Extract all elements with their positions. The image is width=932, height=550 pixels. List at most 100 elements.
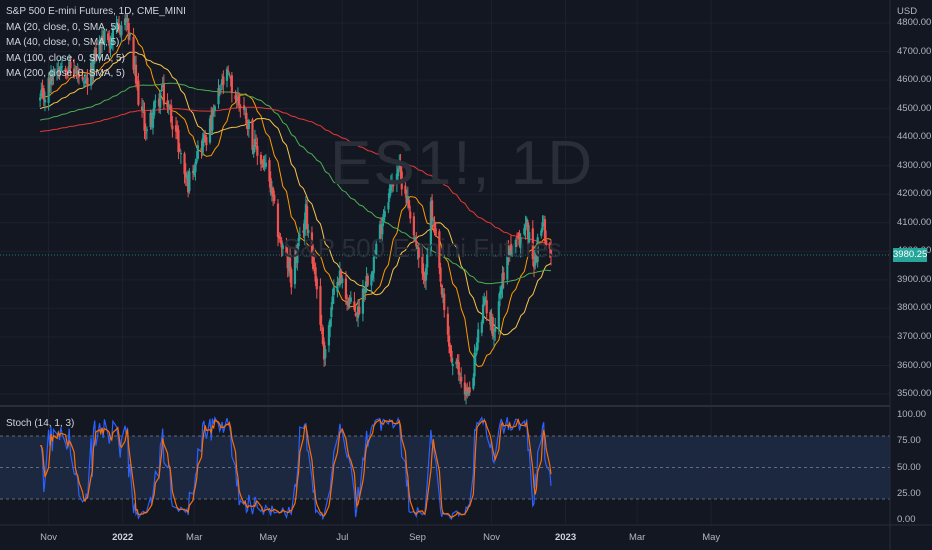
candle-body — [298, 234, 301, 236]
candle-body — [395, 173, 398, 183]
candle-body — [492, 335, 496, 338]
time-tick: Nov — [40, 532, 58, 543]
legend-ma40[interactable]: MA (40, close, 0, SMA, 5) — [6, 37, 120, 48]
candle-body — [170, 105, 173, 123]
candle-body — [524, 225, 527, 231]
candle-body — [235, 97, 238, 101]
candle-body — [336, 281, 339, 292]
candle-body — [212, 109, 215, 112]
candle-body — [160, 89, 163, 91]
candle-body — [280, 240, 283, 248]
candle-body — [366, 275, 369, 286]
candle-body — [140, 106, 144, 111]
candle-body — [415, 241, 418, 247]
candle-body — [276, 203, 280, 238]
candle-body — [519, 237, 522, 249]
candle-body — [406, 195, 409, 202]
candle-body — [310, 232, 314, 255]
time-tick: 2023 — [554, 532, 577, 543]
legend: S&P 500 E-mini Futures, 1D, CME_MINI MA … — [6, 4, 186, 82]
stoch-band — [0, 435, 890, 500]
candle-body — [463, 382, 466, 395]
candle-body — [92, 59, 95, 77]
candle-body — [76, 71, 79, 73]
candle-body — [543, 219, 547, 242]
candle-body — [314, 267, 317, 282]
candle-body — [321, 327, 324, 345]
stoch-tick: 25.00 — [897, 487, 921, 499]
candle-body — [475, 342, 479, 352]
candle-body — [412, 216, 415, 236]
legend-ma100[interactable]: MA (100, close, 0, SMA, 5) — [6, 52, 125, 64]
legend-title[interactable]: S&P 500 E-mini Futures, 1D, CME_MINI — [6, 6, 186, 17]
candle-body — [47, 77, 50, 103]
candle-body — [106, 33, 110, 40]
candle-body — [422, 271, 425, 277]
candle-body — [355, 313, 358, 316]
candle-body — [319, 286, 322, 325]
candle-body — [125, 17, 128, 23]
candle-body — [204, 135, 207, 141]
candle-body — [534, 250, 537, 266]
legend-ma20[interactable]: MA (20, close, 0, SMA, 5) — [6, 21, 120, 33]
price-tick: 4100.00 — [897, 216, 932, 228]
candle-body — [143, 111, 146, 131]
candle-body — [86, 77, 89, 87]
candle-body — [66, 71, 70, 73]
candle-body — [347, 301, 350, 306]
last-price-badge: 3980.25 — [893, 248, 928, 262]
candle-body — [388, 188, 391, 199]
candle-body — [508, 247, 511, 257]
candle-body — [339, 271, 343, 279]
candle-body — [98, 40, 101, 60]
legend-ma200[interactable]: MA (200, close, 0, SMA, 5) — [6, 68, 125, 79]
candle-body — [375, 243, 378, 257]
candle-body — [208, 118, 212, 143]
candle-body — [468, 387, 471, 393]
candle-body — [324, 349, 327, 359]
candle-body — [228, 74, 231, 76]
candle-body — [456, 360, 459, 364]
candle-body — [416, 246, 419, 251]
candle-body — [381, 223, 384, 235]
time-tick: May — [259, 532, 278, 543]
candle-body — [449, 344, 452, 354]
candle-body — [281, 245, 284, 249]
candle-body — [213, 106, 216, 111]
candle-body — [185, 174, 189, 179]
candle-body — [517, 236, 520, 238]
candle-body — [176, 127, 179, 133]
candle-body — [447, 335, 451, 347]
price-tick: 3700.00 — [897, 330, 932, 342]
candle-body — [259, 154, 263, 165]
candle-body — [64, 68, 67, 72]
time-tick: Mar — [186, 532, 203, 543]
candle-body — [219, 89, 223, 91]
candle-body — [417, 247, 420, 258]
candle-body — [69, 61, 72, 69]
candles — [39, 13, 553, 405]
candle-body — [225, 69, 229, 81]
candle-body — [73, 68, 76, 76]
candle-body — [466, 387, 469, 392]
candle-body — [83, 81, 87, 84]
candle-body — [295, 251, 298, 261]
candle-body — [183, 153, 186, 175]
candle-body — [168, 107, 172, 109]
candle-body — [477, 329, 480, 343]
candle-body — [109, 41, 112, 49]
candle-body — [498, 291, 502, 299]
candle-body — [378, 224, 382, 241]
candle-body — [365, 276, 368, 287]
candle-body — [349, 297, 352, 302]
candle-body — [184, 173, 187, 178]
candle-body — [548, 243, 551, 249]
candle-body — [484, 300, 487, 302]
candle-body — [450, 350, 453, 362]
candle-body — [100, 35, 104, 45]
candle-body — [217, 88, 220, 105]
candle-body — [511, 250, 514, 255]
stoch-legend[interactable]: Stoch (14, 1, 3) — [6, 418, 75, 429]
candle-body — [494, 327, 497, 332]
